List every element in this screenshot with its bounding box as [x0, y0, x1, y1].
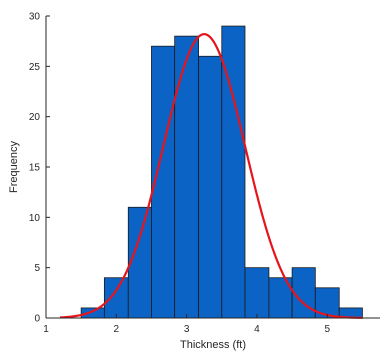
- x-tick-label: 2: [114, 324, 120, 335]
- y-tick-label: 10: [29, 213, 41, 224]
- histogram-bar: [80, 307, 105, 319]
- y-axis-label: Frequency: [8, 141, 20, 193]
- fit-curve: [60, 33, 363, 319]
- x-tick-label: 1: [43, 324, 49, 335]
- y-tick-label: 5: [34, 263, 40, 274]
- histogram-bar: [198, 55, 223, 319]
- y-tick-label: 25: [29, 62, 41, 73]
- y-tick-label: 30: [29, 12, 41, 23]
- histogram-bar: [244, 267, 270, 319]
- histogram-bar: [103, 277, 129, 319]
- y-tick-label: 0: [34, 314, 40, 325]
- x-axis-label: Thickness (ft): [180, 339, 246, 351]
- histogram-bar: [127, 206, 152, 319]
- x-tick-label: 4: [254, 324, 260, 335]
- fit-curve-layer: [60, 33, 363, 319]
- x-tick-label: 3: [184, 324, 190, 335]
- axes-layer: 1 2 3 4 5 0 5 10 15 20 25 30: [29, 12, 380, 335]
- y-tick-label: 15: [29, 163, 41, 174]
- bars-layer: [80, 25, 363, 319]
- histogram-bar: [174, 35, 199, 319]
- y-tick-label: 20: [29, 112, 41, 123]
- x-tick-label: 5: [324, 324, 330, 335]
